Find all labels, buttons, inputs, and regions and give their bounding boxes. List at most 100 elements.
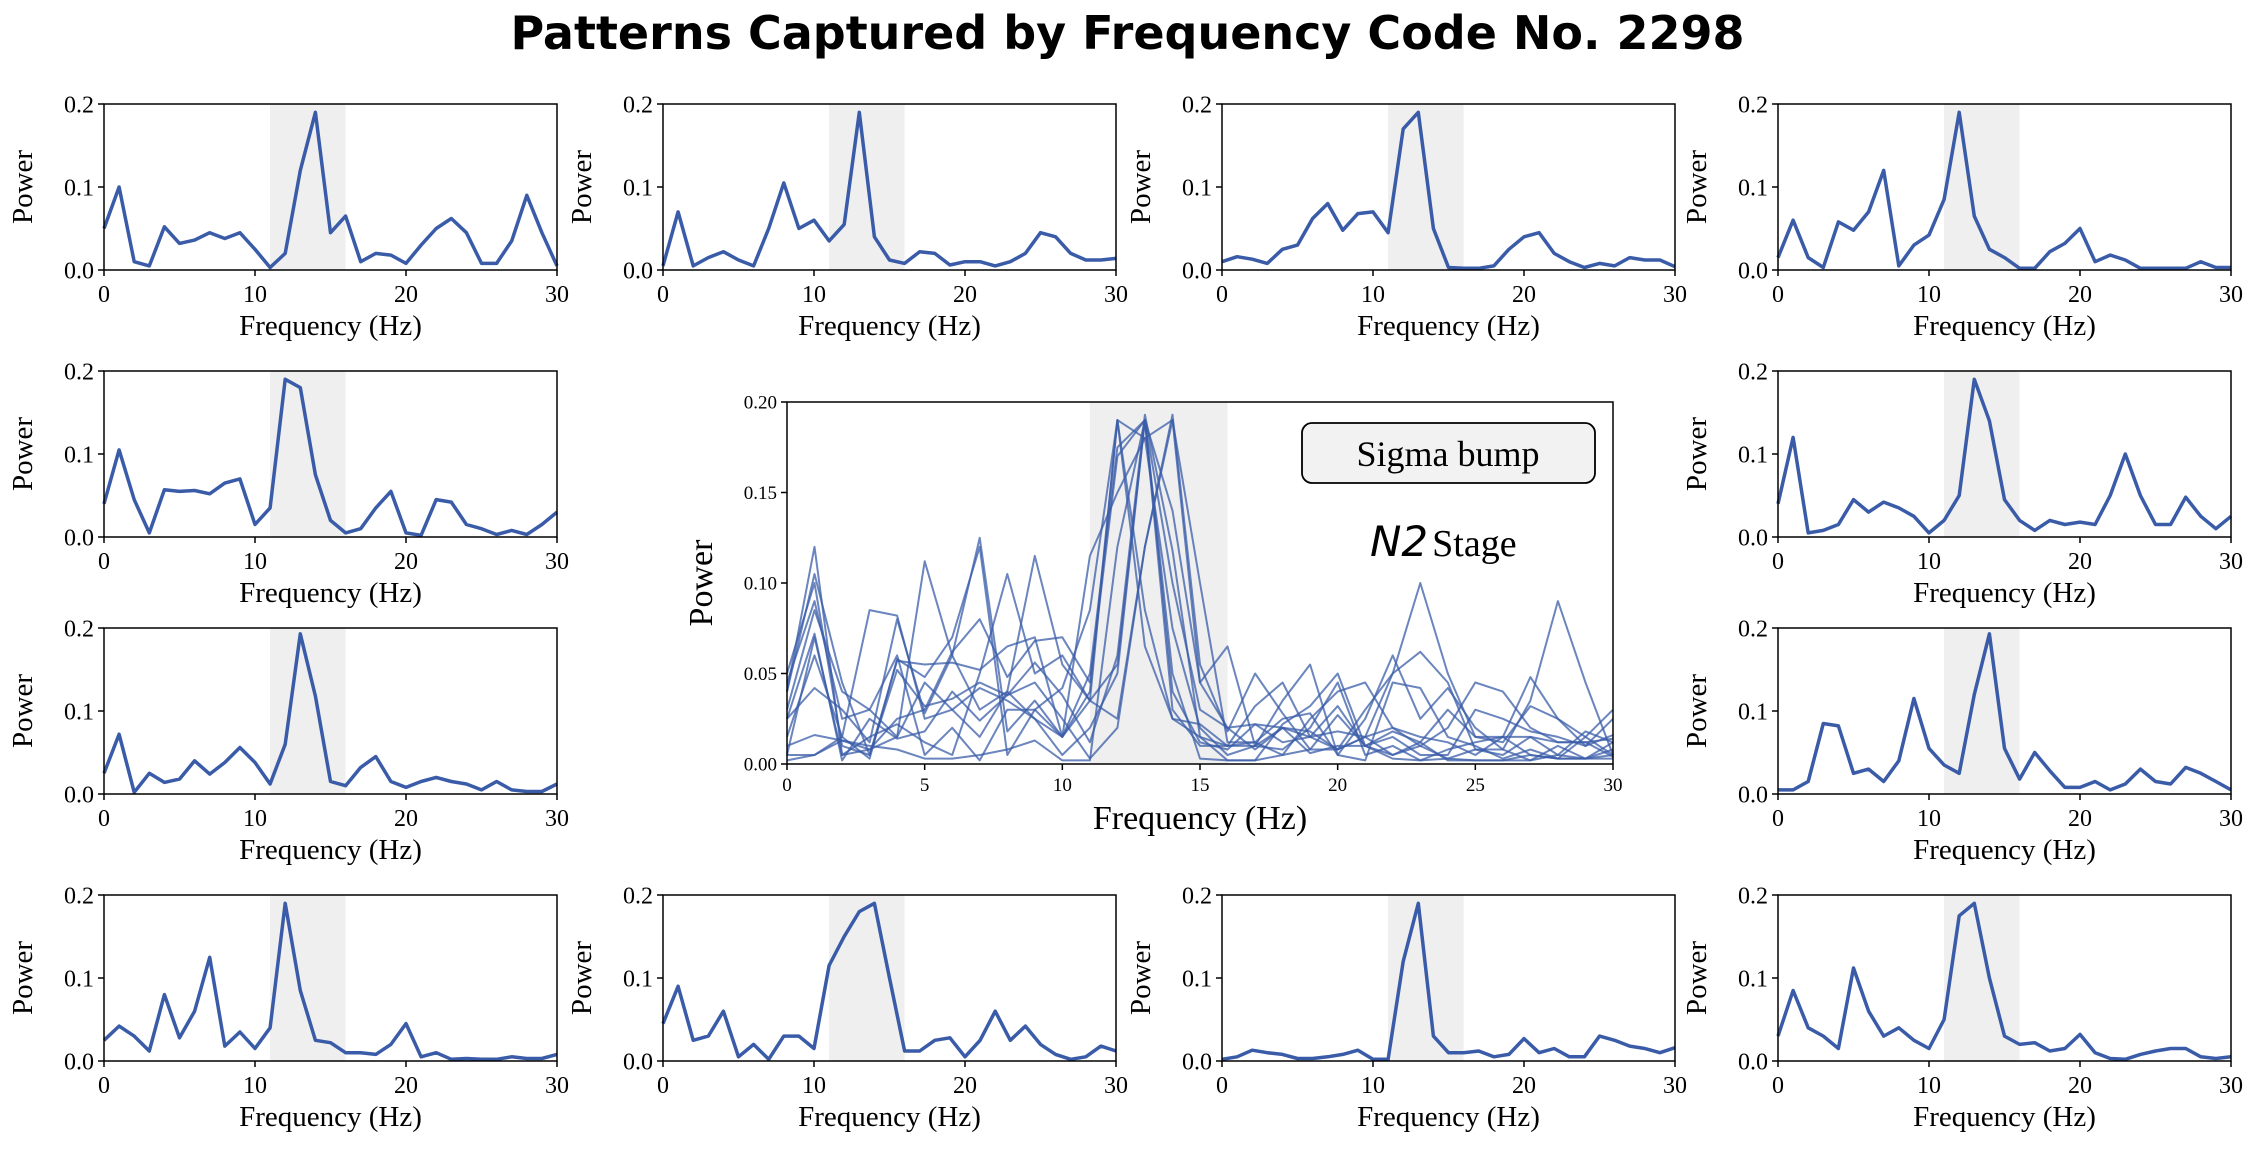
- x-tick-label: 20: [394, 1073, 418, 1099]
- x-tick-label: 20: [1512, 1073, 1536, 1099]
- y-tick-label: 0.20: [744, 393, 777, 414]
- x-axis-label: Frequency (Hz): [239, 1101, 422, 1133]
- panel-7: 0 10 20 30 0.0 0.1 0.2 Frequency (Hz) Power: [7, 616, 569, 866]
- y-tick-label: 0.2: [1182, 883, 1212, 909]
- x-tick-label: 30: [1604, 775, 1623, 796]
- x-tick-label: 10: [243, 1073, 267, 1099]
- y-tick-label: 0.0: [1738, 525, 1768, 551]
- x-tick-label: 0: [1216, 282, 1228, 308]
- x-tick-label: 0: [1772, 282, 1784, 308]
- x-tick-label: 30: [545, 806, 569, 832]
- series-line: [1221, 110, 1676, 271]
- y-tick-label: 0.2: [623, 883, 653, 909]
- y-tick-label: 0.0: [64, 258, 94, 284]
- x-tick-label: 30: [1104, 1073, 1128, 1099]
- x-tick-label: 30: [2219, 549, 2243, 575]
- main-panel: 0 5 10 15 20 25 30 0.00 0.05 0.10 0.15 0.20 Frequenc…: [683, 393, 1623, 837]
- y-tick-label: 0.0: [623, 258, 653, 284]
- y-tick-label: 0.1: [64, 442, 94, 468]
- sigma-band: [1944, 628, 2020, 794]
- panel-3: 0 10 20 30 0.0 0.1 0.2 Frequency (Hz) Power: [1125, 92, 1687, 342]
- panel-11: 0 10 20 30 0.0 0.1 0.2 Frequency (Hz) Power: [1125, 883, 1687, 1133]
- stage-label: N2 Stage: [1370, 517, 1517, 566]
- x-tick-label: 30: [1663, 1073, 1687, 1099]
- y-axis-label: Power: [7, 417, 39, 491]
- y-axis-label: Power: [1681, 150, 1713, 224]
- x-tick-label: 25: [1466, 775, 1485, 796]
- x-tick-label: 10: [243, 549, 267, 575]
- x-tick-label: 20: [1512, 282, 1536, 308]
- y-tick-label: 0.1: [1738, 699, 1768, 725]
- panel-10: 0 10 20 30 0.0 0.1 0.2 Frequency (Hz) Power: [566, 883, 1128, 1133]
- x-tick-label: 20: [394, 549, 418, 575]
- x-tick-label: 10: [802, 282, 826, 308]
- series-line: [786, 419, 1614, 762]
- x-tick-label: 30: [1104, 282, 1128, 308]
- x-axis-label: Frequency (Hz): [1357, 1101, 1540, 1133]
- x-tick-label: 0: [1216, 1073, 1228, 1099]
- x-tick-label: 0: [657, 1073, 669, 1099]
- x-axis-label: Frequency (Hz): [239, 577, 422, 609]
- y-tick-label: 0.1: [64, 966, 94, 992]
- x-tick-label: 20: [1328, 775, 1347, 796]
- y-tick-label: 0.0: [1182, 258, 1212, 284]
- x-tick-label: 20: [2068, 549, 2092, 575]
- y-axis-label: Power: [1681, 417, 1713, 491]
- y-tick-label: 0.0: [64, 1049, 94, 1075]
- x-axis-label: Frequency (Hz): [239, 834, 422, 866]
- y-tick-label: 0.2: [1738, 92, 1768, 118]
- series-line: [1776, 110, 2231, 271]
- x-tick-label: 20: [953, 1073, 977, 1099]
- panel-2: 0 10 20 30 0.0 0.1 0.2 Frequency (Hz) Power: [566, 92, 1128, 342]
- series-line: [787, 413, 1614, 756]
- x-tick-label: 20: [2068, 806, 2092, 832]
- x-axis-label: Frequency (Hz): [798, 310, 981, 342]
- panel-4: 0 10 20 30 0.0 0.1 0.2 Frequency (Hz) Power: [1681, 92, 2243, 342]
- x-tick-label: 0: [1772, 1073, 1784, 1099]
- x-tick-label: 10: [802, 1073, 826, 1099]
- y-axis-label: Power: [1681, 674, 1713, 748]
- y-tick-label: 0.0: [1738, 258, 1768, 284]
- y-tick-label: 0.0: [64, 782, 94, 808]
- y-axis-label: Power: [566, 150, 598, 224]
- series-line: [102, 901, 558, 1062]
- x-tick-label: 5: [920, 775, 930, 796]
- y-axis-label: Power: [7, 941, 39, 1015]
- series-line: [102, 632, 558, 795]
- y-axis-label: Power: [1125, 941, 1157, 1015]
- sigma-band: [1944, 895, 2020, 1061]
- y-tick-label: 0.1: [1738, 442, 1768, 468]
- panel-5: 0 10 20 30 0.0 0.1 0.2 Frequency (Hz) Power: [7, 359, 569, 609]
- x-tick-label: 0: [98, 282, 110, 308]
- y-tick-label: 0.2: [64, 883, 94, 909]
- y-tick-label: 0.0: [64, 525, 94, 551]
- y-tick-label: 0.2: [64, 359, 94, 385]
- series-line: [1778, 632, 2232, 792]
- series-line: [1776, 901, 2232, 1062]
- panel-6: 0 10 20 30 0.0 0.1 0.2 Frequency (Hz) Power: [1681, 359, 2243, 609]
- page-title: Patterns Captured by Frequency Code No. …: [510, 6, 1745, 60]
- annotation-box-text: Sigma bump: [1356, 434, 1539, 474]
- sigma-band: [1388, 104, 1464, 270]
- x-axis-label: Frequency (Hz): [1913, 577, 2096, 609]
- series-line: [786, 419, 1614, 762]
- x-tick-label: 0: [1772, 806, 1784, 832]
- series-line: [786, 419, 1614, 762]
- y-tick-label: 0.1: [1182, 966, 1212, 992]
- y-axis-label: Power: [7, 150, 39, 224]
- series-line: [786, 419, 1614, 756]
- panel-12: 0 10 20 30 0.0 0.1 0.2 Frequency (Hz) Power: [1681, 883, 2243, 1133]
- x-tick-label: 20: [394, 282, 418, 308]
- sigma-band: [829, 895, 905, 1061]
- x-tick-label: 10: [1917, 282, 1941, 308]
- y-tick-label: 0.2: [1738, 616, 1768, 642]
- y-axis-label: Power: [7, 674, 39, 748]
- series-line: [102, 110, 559, 270]
- x-axis-label: Frequency (Hz): [1357, 310, 1540, 342]
- y-tick-label: 0.0: [1738, 782, 1768, 808]
- x-tick-label: 15: [1191, 775, 1210, 796]
- series-line: [786, 413, 1614, 762]
- series-line: [786, 419, 1614, 762]
- sigma-band: [270, 104, 346, 270]
- series-line: [661, 901, 1117, 1062]
